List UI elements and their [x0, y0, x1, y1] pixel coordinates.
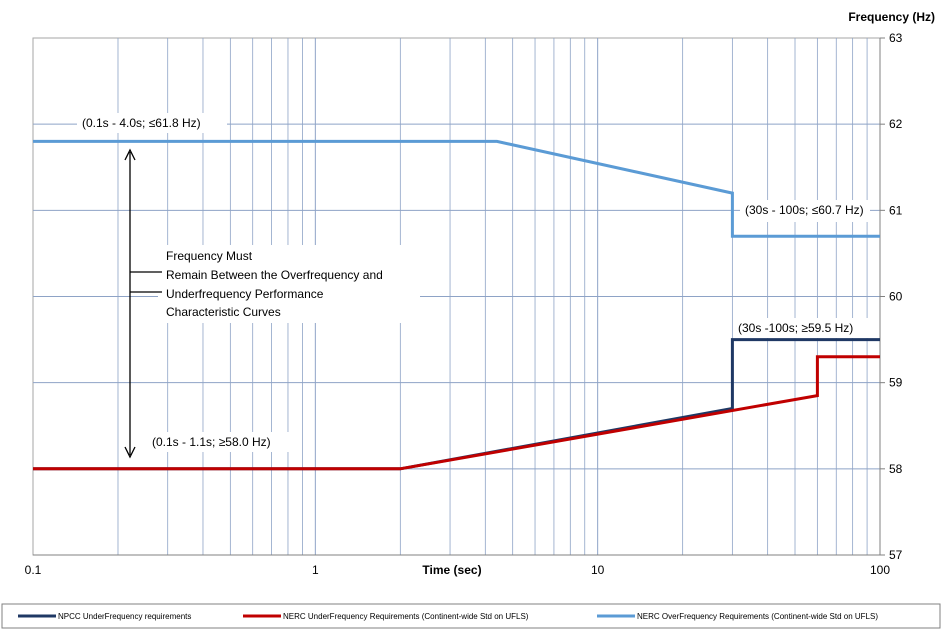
y-tick-label: 63: [889, 31, 903, 45]
note-line: Characteristic Curves: [166, 305, 281, 319]
annotation-box: [147, 432, 297, 452]
y-tick-label: 58: [889, 462, 903, 476]
note-line: Frequency Must: [166, 249, 253, 263]
x-tick-label: 10: [591, 563, 605, 577]
y-tick-label: 61: [889, 203, 903, 217]
annotation-box: [77, 113, 227, 133]
x-axis-title: Time (sec): [422, 563, 481, 577]
y-axis-title: Frequency (Hz): [848, 10, 935, 24]
legend-label: NERC OverFrequency Requirements (Contine…: [637, 612, 878, 621]
series-line-2: [33, 139, 880, 238]
series-line-1: [33, 355, 880, 471]
annotation-label: (0.1s - 1.1s; ≥58.0 Hz): [152, 435, 271, 449]
legend: NPCC UnderFrequency requirements NERC Und…: [1, 603, 941, 629]
y-tick-label: 59: [889, 376, 903, 390]
annotation-box: [740, 200, 870, 222]
y-tick-label: 57: [889, 548, 903, 562]
annotation-box: [733, 318, 873, 338]
annotation-label: (30s -100s; ≥59.5 Hz): [738, 321, 853, 335]
note-line: Underfrequency Performance: [166, 287, 324, 301]
y-tick-label: 60: [889, 290, 903, 304]
annotation-label: (0.1s - 4.0s; ≤61.8 Hz): [82, 116, 201, 130]
y-tick-label: 62: [889, 117, 903, 131]
annotations: (0.1s - 4.0s; ≤61.8 Hz) (30s - 100s; ≤60.…: [77, 113, 873, 459]
note-box: [158, 245, 420, 323]
x-tick-label: 0.1: [25, 563, 42, 577]
annotation-label: (30s - 100s; ≤60.7 Hz): [745, 203, 864, 217]
x-tick-label: 1: [312, 563, 319, 577]
legend-label: NERC UnderFrequency Requirements (Contin…: [283, 612, 529, 621]
arrow-head-up: [124, 148, 136, 161]
arrow-head-down: [124, 446, 136, 459]
note-line: Remain Between the Overfrequency and: [166, 268, 383, 282]
legend-box: [1, 603, 941, 629]
x-tick-label: 100: [870, 563, 890, 577]
series: [33, 139, 880, 471]
legend-label: NPCC UnderFrequency requirements: [58, 612, 191, 621]
